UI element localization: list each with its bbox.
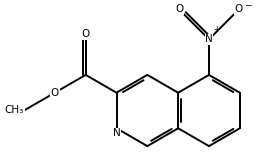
Text: O: O — [234, 4, 243, 14]
Text: O: O — [82, 29, 90, 39]
Text: N: N — [205, 34, 213, 44]
Text: +: + — [213, 25, 220, 34]
Text: −: − — [244, 1, 252, 10]
Text: N: N — [113, 128, 120, 138]
Text: O: O — [51, 88, 59, 98]
Text: O: O — [176, 4, 184, 14]
Text: CH₃: CH₃ — [5, 105, 24, 116]
